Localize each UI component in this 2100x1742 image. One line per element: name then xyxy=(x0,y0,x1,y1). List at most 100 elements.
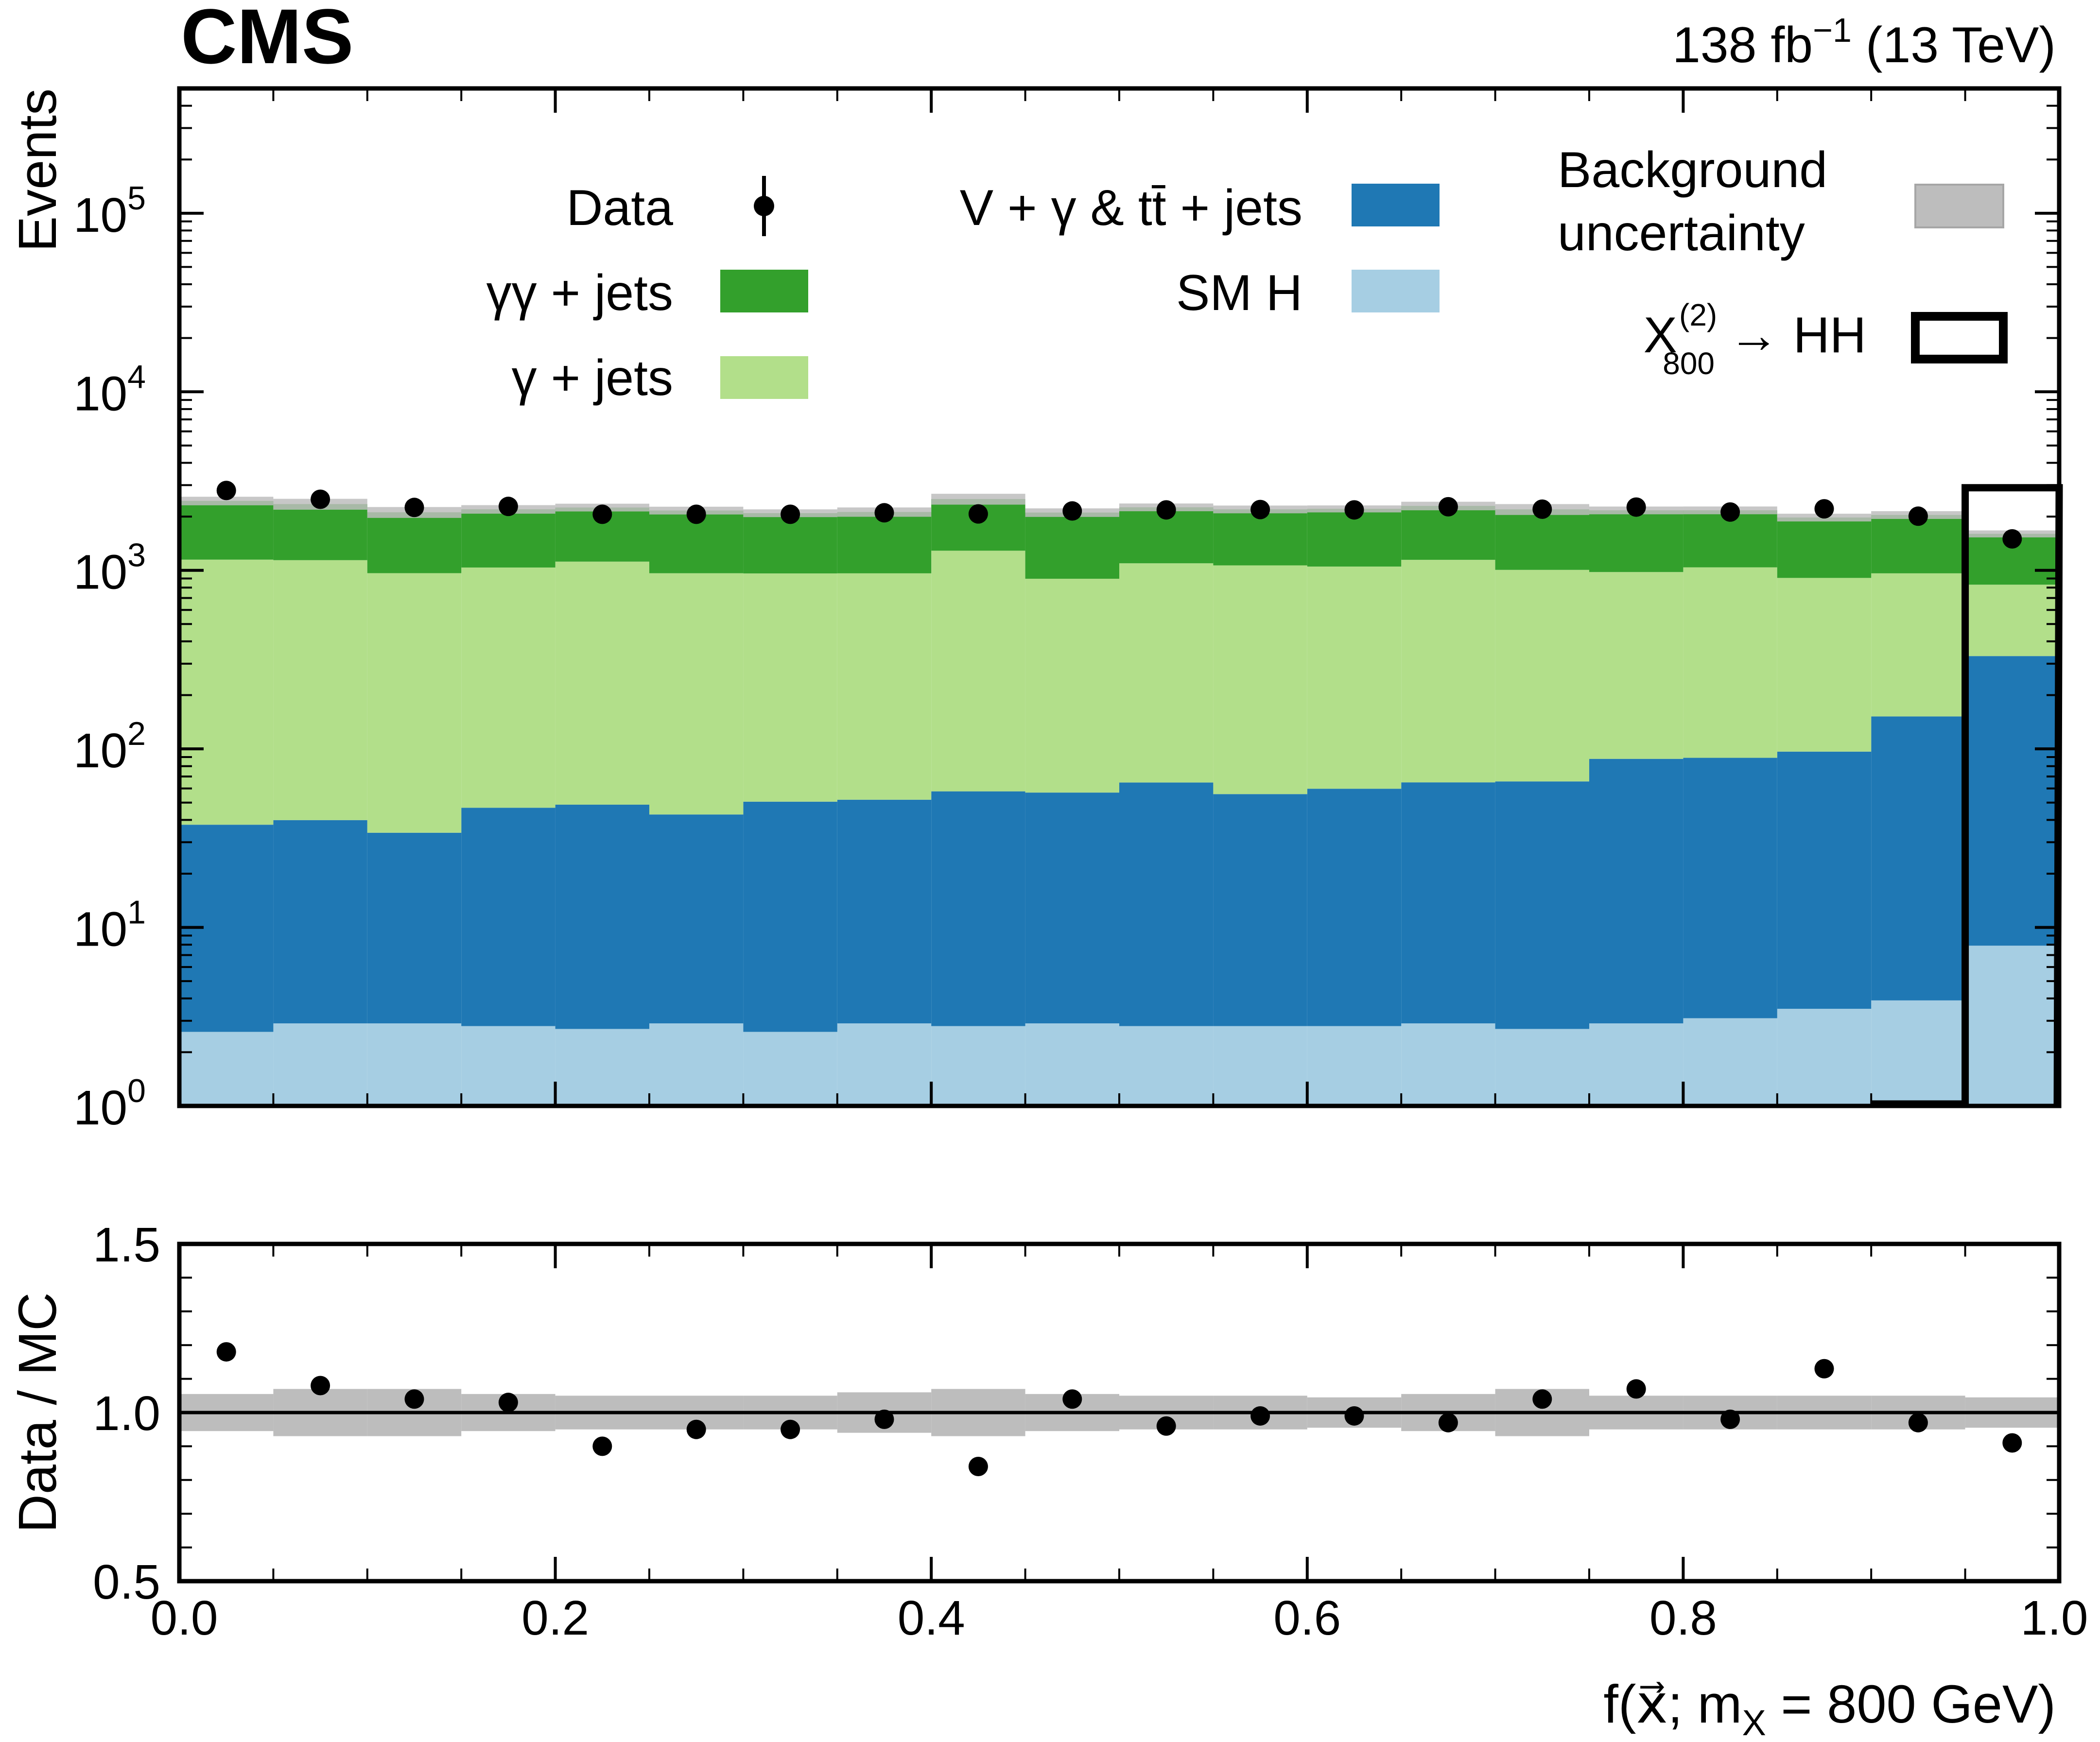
ratio-point-17 xyxy=(1814,1359,1834,1379)
main-y-axis-title: Events xyxy=(8,88,68,252)
data-point-13 xyxy=(1438,497,1458,517)
bar-gj-bin-8 xyxy=(931,551,1025,792)
data-point-8 xyxy=(968,504,988,524)
bar-vg-bin-9 xyxy=(1025,793,1119,1024)
ratio-point-9 xyxy=(1062,1389,1082,1409)
data-point-18 xyxy=(1908,506,1928,526)
ratio-point-3 xyxy=(498,1393,518,1413)
bar-ggj-bin-15 xyxy=(1589,510,1683,572)
data-points xyxy=(216,481,2022,549)
bar-gj-bin-9 xyxy=(1025,579,1119,793)
legend-data-label: Data xyxy=(566,180,673,236)
legend-item-vg: V + γ & tt̄ + jets xyxy=(960,180,1440,236)
bar-smh-bin-4 xyxy=(555,1029,649,1106)
legend-signal-label: X(2) 800 → HH xyxy=(1644,297,1866,381)
x-tick-label-1: 0.2 xyxy=(521,1591,589,1645)
legend-unc-swatch xyxy=(1914,184,2004,228)
legend-g-swatch xyxy=(720,356,808,399)
bar-ggj-bin-1 xyxy=(273,504,367,560)
ratio-point-18 xyxy=(1908,1413,1928,1432)
legend-item-smh: SM H xyxy=(1176,265,1440,321)
main-y-tick-label-2: 102 xyxy=(73,715,146,778)
bar-smh-bin-13 xyxy=(1401,1023,1495,1106)
ratio-point-14 xyxy=(1532,1389,1552,1409)
legend: Data γγ + jets γ + jets V + γ & tt̄ + je… xyxy=(486,142,2008,406)
bar-smh-bin-17 xyxy=(1777,1009,1872,1106)
bar-smh-bin-0 xyxy=(179,1032,274,1106)
x-tick-label-5: 1.0 xyxy=(2020,1591,2088,1645)
bar-smh-bin-12 xyxy=(1307,1026,1402,1106)
data-point-2 xyxy=(404,498,424,517)
legend-signal-swatch xyxy=(1911,312,2008,363)
bar-smh-bin-9 xyxy=(1025,1023,1119,1106)
bar-gj-bin-10 xyxy=(1119,563,1214,783)
bar-gj-bin-0 xyxy=(179,559,274,825)
bar-ggj-bin-3 xyxy=(461,509,555,568)
data-point-5 xyxy=(686,504,706,524)
bar-vg-bin-12 xyxy=(1307,789,1402,1026)
legend-gg-label: γγ + jets xyxy=(486,265,673,321)
bar-vg-bin-7 xyxy=(837,799,932,1024)
ratio-point-8 xyxy=(968,1457,988,1477)
bar-vg-bin-13 xyxy=(1401,782,1495,1024)
bar-vg-bin-15 xyxy=(1589,759,1683,1024)
ratio-point-2 xyxy=(404,1389,424,1409)
bar-vg-bin-4 xyxy=(555,804,649,1029)
bar-ggj-bin-17 xyxy=(1777,517,1872,578)
bar-smh-bin-6 xyxy=(743,1032,837,1106)
bar-vg-bin-3 xyxy=(461,808,555,1026)
legend-data-marker xyxy=(754,196,774,216)
bar-gj-bin-15 xyxy=(1589,572,1683,759)
bar-vg-bin-2 xyxy=(367,832,462,1024)
data-point-15 xyxy=(1626,497,1646,517)
ratio-point-4 xyxy=(592,1436,612,1456)
bar-gj-bin-16 xyxy=(1683,567,1777,758)
uncertainty-bin-0 xyxy=(179,497,274,505)
data-point-3 xyxy=(498,497,518,517)
bar-ggj-bin-2 xyxy=(367,512,462,573)
bar-smh-bin-2 xyxy=(367,1023,462,1106)
bar-ggj-bin-0 xyxy=(179,500,274,560)
x-tick-label-3: 0.6 xyxy=(1273,1591,1341,1645)
data-point-12 xyxy=(1344,500,1364,520)
ratio-point-7 xyxy=(874,1409,894,1429)
data-point-7 xyxy=(874,503,894,523)
bar-gj-bin-2 xyxy=(367,573,462,833)
ratio-y-axis-title: Data / MC xyxy=(8,1292,68,1533)
bar-smh-bin-15 xyxy=(1589,1023,1683,1106)
x-tick-label-0: 0.0 xyxy=(150,1591,218,1645)
data-point-14 xyxy=(1532,499,1552,519)
bar-smh-bin-10 xyxy=(1119,1026,1214,1106)
bar-gj-bin-19 xyxy=(1965,585,2059,656)
data-point-17 xyxy=(1814,499,1834,519)
bar-vg-bin-18 xyxy=(1871,716,1965,1000)
data-point-11 xyxy=(1250,500,1270,519)
legend-unc-label-1: Background xyxy=(1558,142,1827,198)
legend-gg-swatch xyxy=(720,270,808,312)
ratio-point-16 xyxy=(1720,1409,1740,1429)
experiment-label: CMS xyxy=(181,0,354,80)
x-axis-title: f(x⃗; mX = 800 GeV) xyxy=(1603,1674,2056,1742)
data-point-19 xyxy=(2002,529,2022,549)
data-point-0 xyxy=(216,481,236,500)
bar-vg-bin-17 xyxy=(1777,751,1872,1009)
x-tick-label-2: 0.4 xyxy=(898,1591,965,1645)
legend-g-label: γ + jets xyxy=(512,350,673,406)
legend-item-data: Data xyxy=(566,176,774,236)
legend-unc-label-2: uncertainty xyxy=(1558,205,1805,261)
legend-smh-label: SM H xyxy=(1176,265,1302,321)
bar-vg-bin-14 xyxy=(1495,781,1589,1029)
lumi-label: 138 fb−1 (13 TeV) xyxy=(1672,11,2056,73)
legend-item-signal: X(2) 800 → HH xyxy=(1644,297,2008,381)
uncertainty-band xyxy=(179,494,2059,537)
ratio-point-1 xyxy=(311,1376,330,1396)
bar-vg-bin-11 xyxy=(1213,794,1307,1026)
bar-gj-bin-3 xyxy=(461,567,555,808)
main-y-tick-label-0: 100 xyxy=(73,1072,146,1135)
bar-gj-bin-12 xyxy=(1307,566,1402,789)
main-plot-frame xyxy=(177,86,2062,1108)
bar-smh-bin-8 xyxy=(931,1026,1025,1106)
bar-smh-bin-11 xyxy=(1213,1026,1307,1106)
data-point-1 xyxy=(311,489,330,509)
